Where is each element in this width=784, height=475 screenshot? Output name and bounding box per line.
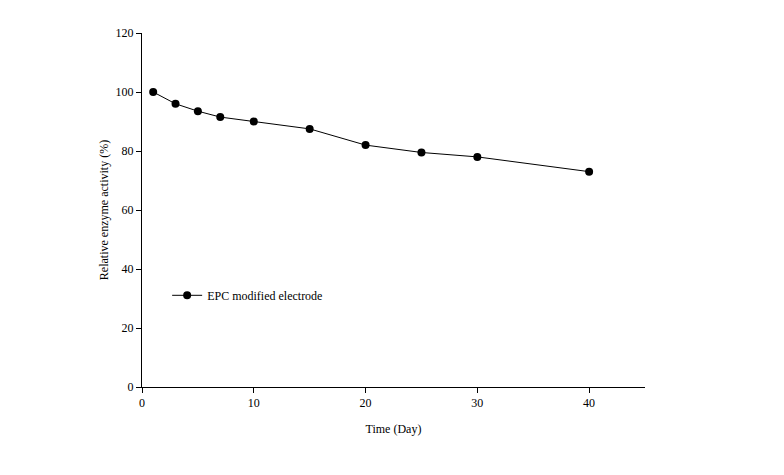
svg-text:20: 20 xyxy=(360,396,372,410)
svg-text:0: 0 xyxy=(139,396,145,410)
svg-text:40: 40 xyxy=(122,262,134,276)
svg-text:Relative enzyme activity (%): Relative enzyme activity (%) xyxy=(97,140,111,280)
svg-text:EPC modified electrode: EPC modified electrode xyxy=(207,289,322,303)
svg-text:20: 20 xyxy=(122,321,134,335)
svg-text:10: 10 xyxy=(248,396,260,410)
svg-text:80: 80 xyxy=(122,144,134,158)
svg-text:100: 100 xyxy=(116,85,134,99)
svg-text:40: 40 xyxy=(583,396,595,410)
svg-text:120: 120 xyxy=(116,26,134,40)
svg-text:0: 0 xyxy=(128,380,134,394)
svg-text:60: 60 xyxy=(122,203,134,217)
svg-text:30: 30 xyxy=(471,396,483,410)
svg-text:Time (Day): Time (Day) xyxy=(366,422,422,436)
